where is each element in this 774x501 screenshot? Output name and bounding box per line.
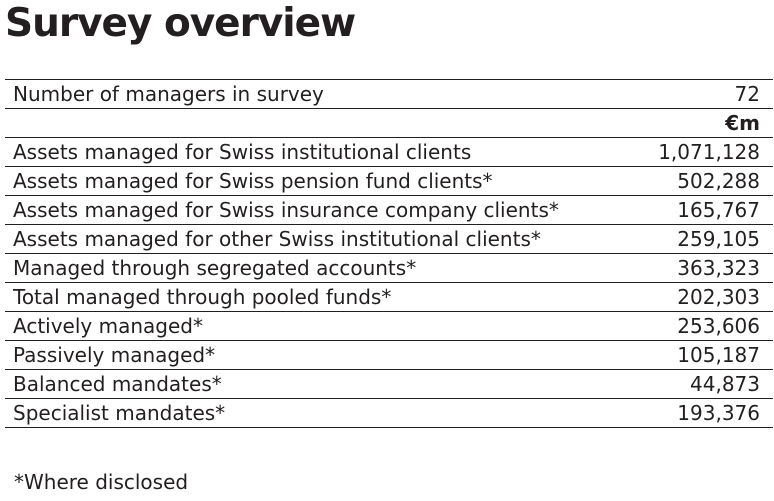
table-row: Balanced mandates* 44,873	[5, 370, 773, 399]
table-row-label: Assets managed for Swiss institutional c…	[13, 140, 472, 164]
table-row-label: Total managed through pooled funds*	[13, 285, 392, 309]
table-row-label: Assets managed for Swiss insurance compa…	[13, 198, 559, 222]
table-row-label: Number of managers in survey	[13, 82, 324, 106]
table-row-value: 105,187	[677, 343, 760, 367]
table-row: Passively managed* 105,187	[5, 341, 773, 370]
table-row: Assets managed for other Swiss instituti…	[5, 225, 773, 254]
table-row-label: Actively managed*	[13, 314, 203, 338]
table-row: Total managed through pooled funds* 202,…	[5, 283, 773, 312]
table-row: Assets managed for Swiss institutional c…	[5, 138, 773, 167]
table-unit-row: €m	[5, 109, 773, 138]
table-row-value: 165,767	[677, 198, 760, 222]
table-row-label: Assets managed for Swiss pension fund cl…	[13, 169, 493, 193]
table-row: Managed through segregated accounts* 363…	[5, 254, 773, 283]
table-row: Actively managed* 253,606	[5, 312, 773, 341]
table-row-managers-count: Number of managers in survey 72	[5, 80, 773, 109]
page-title: Survey overview	[5, 1, 356, 46]
table-row: Specialist mandates* 193,376	[5, 399, 773, 428]
table-row: Assets managed for Swiss insurance compa…	[5, 196, 773, 225]
table-row-label: Passively managed*	[13, 343, 216, 367]
table-row-value: 202,303	[677, 285, 760, 309]
table-row-value: 259,105	[677, 227, 760, 251]
table-row-value: 44,873	[690, 372, 760, 396]
table-unit-value: €m	[725, 111, 760, 135]
table-row: Assets managed for Swiss pension fund cl…	[5, 167, 773, 196]
table-row-label: Assets managed for other Swiss instituti…	[13, 227, 541, 251]
table-row-label: Balanced mandates*	[13, 372, 222, 396]
table-row-value: 193,376	[677, 401, 760, 425]
survey-table: Number of managers in survey 72 €m Asset…	[5, 79, 773, 428]
table-row-label: Managed through segregated accounts*	[13, 256, 417, 280]
table-row-value: 72	[734, 82, 760, 106]
table-row-value: 363,323	[677, 256, 760, 280]
table-row-value: 253,606	[677, 314, 760, 338]
table-row-value: 1,071,128	[658, 140, 760, 164]
table-row-value: 502,288	[677, 169, 760, 193]
table-row-label: Specialist mandates*	[13, 401, 226, 425]
footnote: *Where disclosed	[14, 470, 189, 494]
